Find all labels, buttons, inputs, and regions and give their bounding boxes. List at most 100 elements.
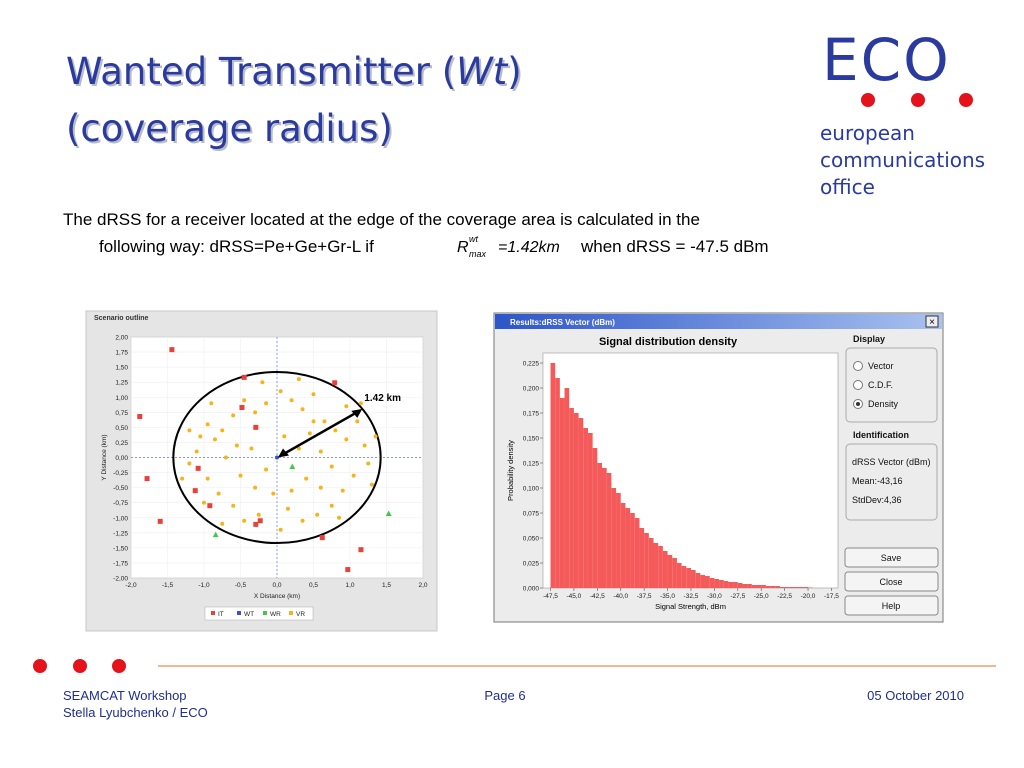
y-tick-label: 0,150: [523, 436, 540, 443]
bar: [798, 587, 804, 588]
point: [345, 567, 351, 573]
bar: [709, 578, 715, 588]
point: [340, 488, 345, 493]
point: [198, 434, 203, 439]
button[interactable]: [844, 595, 939, 616]
x-tick-label: 0,0: [272, 582, 281, 589]
x-tick-label: -20,0: [801, 593, 816, 600]
point: [300, 407, 305, 412]
x-tick-label: -1,5: [162, 582, 174, 589]
point: [253, 521, 259, 527]
y-tick-label: -0,50: [113, 485, 128, 492]
point: [315, 512, 320, 517]
x-tick-label: -47,5: [543, 593, 558, 600]
button[interactable]: [844, 547, 939, 568]
x-tick-label: -0,5: [235, 582, 247, 589]
formula: R: [457, 239, 469, 256]
point: [212, 531, 219, 538]
radio-label[interactable]: C.D.F.: [868, 380, 893, 390]
bar: [592, 448, 598, 588]
point: [192, 488, 198, 494]
x-axis-label: Signal Strength, dBm: [655, 602, 726, 611]
button-label[interactable]: Close: [879, 577, 902, 587]
formula: wt: [469, 234, 478, 244]
point: [329, 464, 334, 469]
point: [304, 476, 309, 481]
bar: [676, 563, 682, 588]
title-text: ): [509, 52, 523, 95]
point: [205, 422, 210, 427]
button-label[interactable]: Help: [882, 601, 901, 611]
logo-text: communications: [820, 148, 985, 172]
bar: [733, 582, 738, 588]
y-tick-label: -2,00: [113, 576, 128, 583]
bar: [569, 408, 574, 588]
close-icon[interactable]: ×: [929, 317, 935, 328]
point: [202, 500, 206, 505]
body-text: following way: dRSS=Pe+Ge+Gr-L if: [99, 237, 374, 256]
footer-dot: [112, 659, 126, 673]
logo-dot: [911, 93, 925, 107]
button-label[interactable]: Save: [881, 553, 902, 563]
point: [144, 476, 150, 482]
y-axis-label: Y Distance (km): [101, 434, 108, 480]
bar: [672, 558, 677, 588]
point: [369, 482, 374, 487]
radio[interactable]: [853, 380, 863, 390]
radius-arrow: [280, 409, 360, 457]
group-title: Identification: [853, 430, 909, 440]
bar: [583, 428, 588, 588]
x-tick-label: 1,0: [345, 582, 354, 589]
point: [366, 461, 371, 466]
y-tick-label: 1,00: [115, 395, 128, 402]
x-tick-label: -17,5: [824, 593, 839, 600]
radio-dot[interactable]: [856, 402, 860, 406]
close-box[interactable]: [925, 315, 939, 328]
y-tick-label: 0,25: [115, 440, 128, 447]
point: [195, 465, 201, 471]
point: [220, 428, 225, 433]
point: [318, 485, 323, 490]
group-box: [845, 347, 938, 423]
x-tick-label: -35,0: [660, 593, 675, 600]
bar: [620, 503, 626, 588]
point: [241, 374, 247, 380]
radio[interactable]: [853, 361, 863, 371]
title-text: ): [507, 50, 521, 93]
point: [242, 398, 247, 403]
radio-label[interactable]: Density: [868, 399, 899, 409]
point: [278, 527, 283, 532]
bar: [550, 363, 556, 588]
point: [157, 518, 163, 524]
bar: [602, 468, 607, 588]
title-shadow: Wanted Transmitter (Wt): [68, 52, 524, 95]
y-tick-label: 0,025: [523, 561, 540, 568]
logo-mark: ECO: [822, 26, 951, 94]
y-tick-label: -1,25: [113, 530, 128, 537]
panel-title: Scenario outline: [94, 315, 149, 322]
button[interactable]: [844, 571, 939, 592]
bar: [564, 388, 570, 588]
y-tick-label: -0,75: [113, 500, 128, 507]
arrow-head: [351, 408, 363, 418]
point: [249, 446, 254, 451]
point: [385, 510, 392, 517]
point: [209, 401, 214, 406]
point: [289, 463, 296, 470]
point: [238, 473, 243, 478]
bar: [793, 587, 799, 588]
bar: [719, 580, 724, 588]
point: [344, 437, 349, 442]
bar: [667, 555, 673, 588]
radio-label[interactable]: Vector: [868, 361, 894, 371]
y-tick-label: 0,100: [523, 486, 540, 493]
bar: [611, 488, 617, 588]
point: [205, 476, 210, 481]
legend-swatch: [211, 611, 215, 615]
bar: [653, 543, 659, 588]
point: [231, 413, 236, 418]
bar: [756, 585, 762, 588]
bar: [559, 398, 565, 588]
footer-text: Stella Lyubchenko / ECO: [63, 705, 208, 720]
bar: [737, 583, 743, 588]
